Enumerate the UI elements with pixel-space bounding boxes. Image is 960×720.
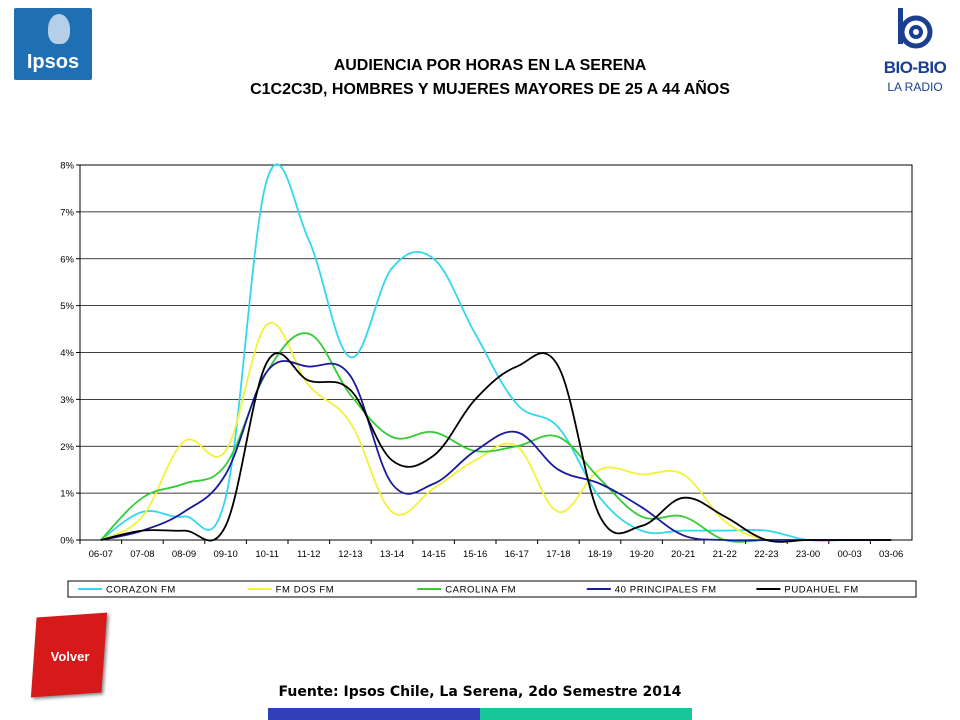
ipsos-logo: Ipsos: [14, 8, 92, 80]
series-line-corazon-fm: [100, 163, 892, 542]
y-tick-label: 6%: [60, 254, 74, 265]
y-tick-label: 3%: [60, 395, 74, 406]
x-tick-label: 16-17: [505, 549, 529, 560]
chart-title-line-1: AUDIENCIA POR HORAS EN LA SERENA: [333, 57, 647, 74]
x-tick-label: 21-22: [713, 549, 737, 560]
x-tick-label: 11-12: [297, 549, 321, 560]
grid-layer: [79, 164, 913, 541]
x-tick-label: 08-09: [172, 549, 196, 560]
legend-label-corazon-fm: CORAZON FM: [106, 585, 176, 596]
legend-box: [67, 580, 917, 598]
y-tick-label: 5%: [60, 301, 74, 312]
biobio-logo: BIO-BIO LA RADIO: [880, 6, 950, 98]
x-tick-label: 18-19: [588, 549, 612, 560]
biobio-subtitle: LA RADIO: [887, 80, 943, 94]
back-button-label[interactable]: Volver: [50, 649, 90, 664]
legend: CORAZON FM FM DOS FM CAROLINA FM 40 PRINCIP…: [67, 580, 917, 598]
x-tick-label: 15-16: [463, 549, 487, 560]
x-tick-label: 22-23: [754, 549, 778, 560]
x-tick-label: 10-11: [255, 549, 279, 560]
x-tick-label: 13-14: [380, 549, 404, 560]
series-layer: [100, 163, 892, 543]
chart-title-line-2: C1C2C3D, HOMBRES Y MUJERES MAYORES DE 25…: [250, 81, 730, 98]
series-line-pudahuel-fm: [100, 352, 892, 543]
x-tick-label: 06-07: [89, 549, 113, 560]
biobio-name: BIO-BIO: [883, 58, 947, 77]
line-chart: 0% 1% 2% 3% 4% 5% 6% 7% 8% 06-07 07-08 08-09 09-10 10…: [20, 142, 925, 610]
x-tick-label: 03-06: [879, 549, 903, 560]
x-tick-label: 17-18: [546, 549, 570, 560]
legend-label-fm-dos-fm: FM DOS FM: [276, 585, 335, 596]
back-button[interactable]: Volver: [26, 605, 116, 705]
y-tick-label: 1%: [60, 489, 74, 500]
y-tick-label: 4%: [60, 348, 74, 359]
legend-label-40-principales-fm: 40 PRINCIPALES FM: [615, 585, 717, 596]
series-line-fm-dos-fm: [100, 321, 892, 543]
ipsos-logo-text: Ipsos: [26, 51, 80, 73]
x-tick-label: 07-08: [130, 549, 154, 560]
x-tick-label: 09-10: [213, 549, 237, 560]
series-line-40-principales-fm: [100, 360, 892, 542]
x-tick-label: 12-13: [338, 549, 362, 560]
profile-head-icon: [48, 14, 70, 44]
legend-label-carolina-fm: CAROLINA FM: [445, 585, 516, 596]
y-tick-label: 7%: [60, 207, 74, 218]
footer-bar-teal: [480, 708, 692, 720]
legend-label-pudahuel-fm: PUDAHUEL FM: [784, 585, 858, 596]
x-tick-label: 14-15: [421, 549, 445, 560]
axis-layer: 0% 1% 2% 3% 4% 5% 6% 7% 8% 06-07 07-08 08-09 09-10 10…: [60, 161, 903, 561]
source-note: Fuente: Ipsos Chile, La Serena, 2do Seme…: [278, 684, 682, 700]
x-tick-label: 19-20: [629, 549, 653, 560]
x-tick-label: 00-03: [837, 549, 861, 560]
footer-bar-blue: [268, 708, 480, 720]
x-tick-label: 23-00: [796, 549, 820, 560]
x-tick-label: 20-21: [671, 549, 695, 560]
y-tick-label: 2%: [60, 442, 74, 453]
y-tick-label: 8%: [60, 161, 74, 172]
y-tick-label: 0%: [60, 536, 74, 547]
chart-svg: 0% 1% 2% 3% 4% 5% 6% 7% 8% 06-07 07-08 08-09 09-10 10…: [60, 161, 917, 598]
biobio-mark-icon: [898, 8, 933, 49]
